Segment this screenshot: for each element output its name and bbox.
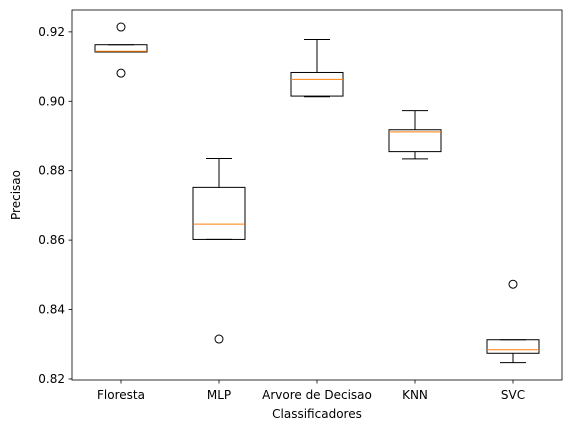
box-group: [94, 22, 148, 78]
y-tick-label: 0.88: [38, 164, 65, 178]
box-iqr: [192, 186, 246, 240]
x-axis-label: Classificadores: [272, 407, 362, 421]
y-tick-label: 0.92: [38, 25, 65, 39]
outlier-point: [116, 68, 126, 78]
x-tick-label: Arvore de Decisao: [262, 388, 372, 402]
box-iqr: [290, 71, 344, 97]
y-tick-label: 0.86: [38, 233, 65, 247]
y-axis-label: Precisao: [9, 170, 23, 220]
box-iqr: [94, 44, 148, 53]
x-axis-ticks: Floresta MLP Arvore de Decisao KNN SVC: [97, 380, 525, 402]
x-tick-label: MLP: [207, 388, 231, 402]
y-axis-ticks: 0.82 0.84 0.86 0.88 0.90 0.92: [38, 25, 72, 386]
outlier-point: [214, 334, 224, 344]
outlier-point: [508, 279, 518, 289]
box-group: [290, 39, 344, 98]
box-iqr: [388, 129, 442, 153]
y-tick-label: 0.84: [38, 303, 65, 317]
x-tick-label: SVC: [501, 388, 525, 402]
box-group: [192, 158, 246, 344]
axes-frame: [71, 9, 563, 381]
y-tick-label: 0.82: [38, 372, 65, 386]
y-tick-label: 0.90: [38, 94, 65, 108]
x-tick-label: Floresta: [97, 388, 145, 402]
plot-area: [94, 22, 540, 364]
box-group: [486, 279, 540, 364]
x-tick-label: KNN: [402, 388, 428, 402]
box-group: [388, 110, 442, 160]
outlier-point: [116, 22, 126, 32]
box-iqr: [486, 339, 540, 354]
